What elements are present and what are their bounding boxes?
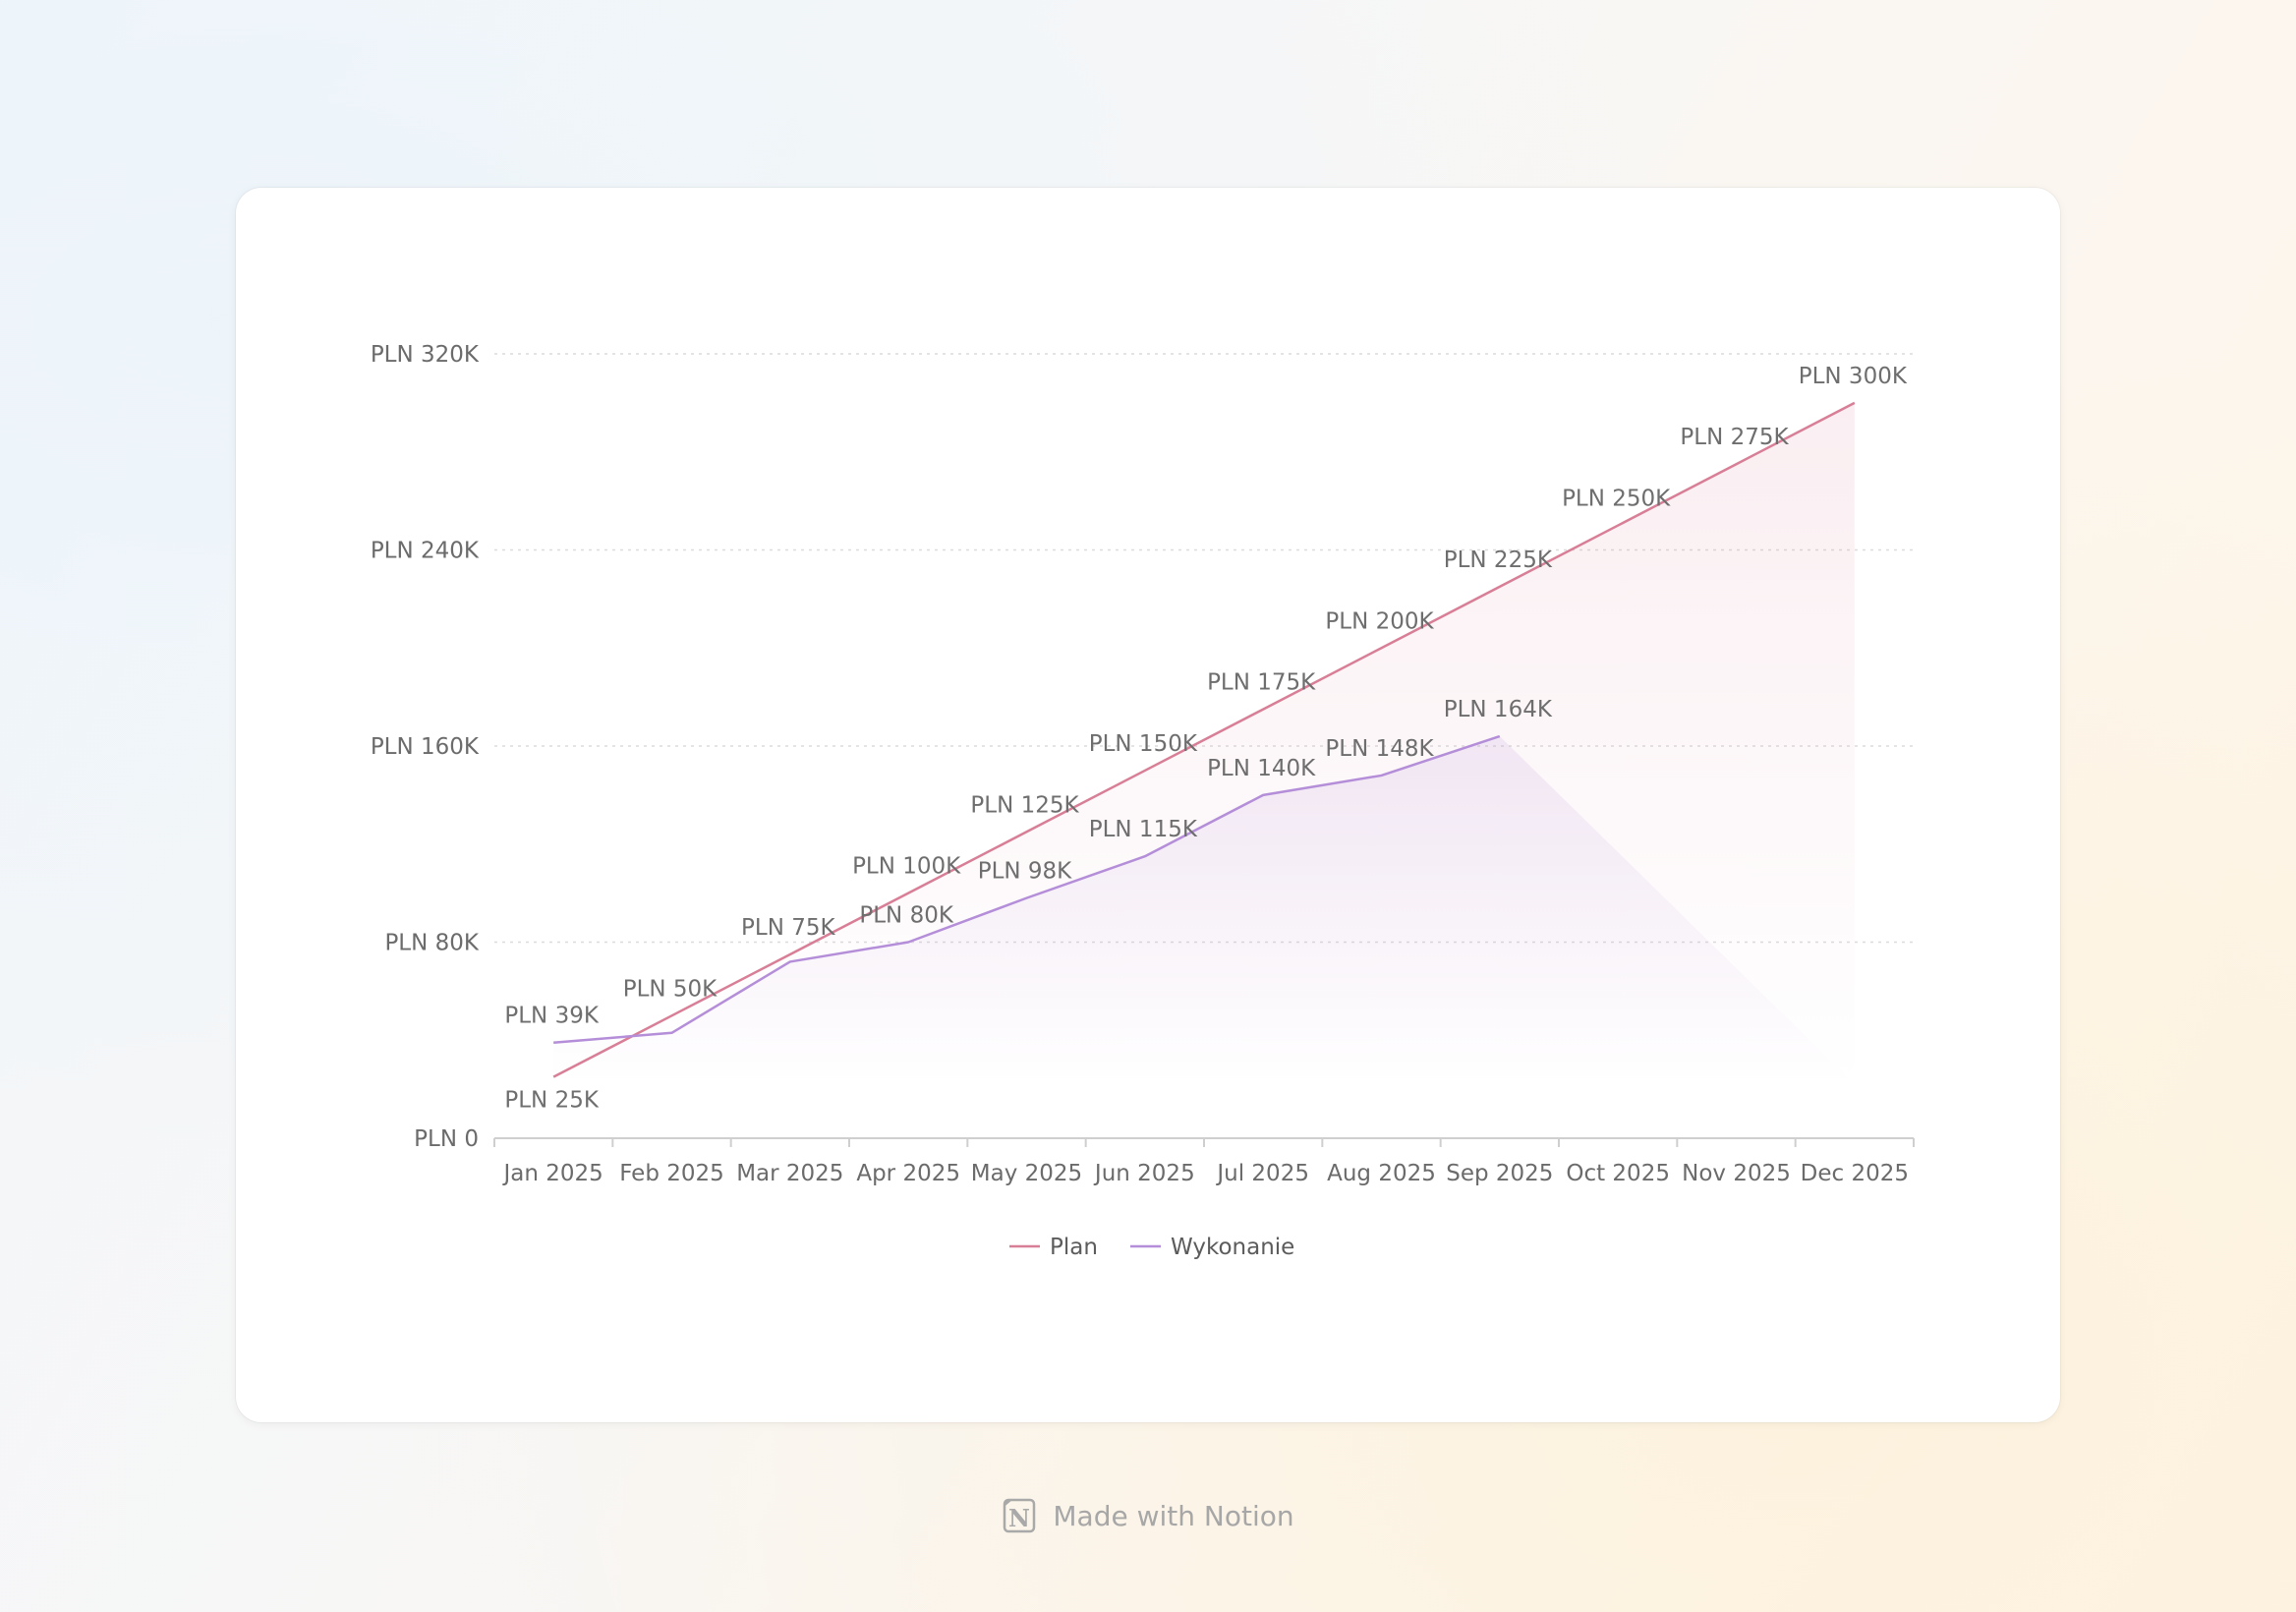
data-label: PLN 25K bbox=[504, 1088, 599, 1114]
x-tick-label: Oct 2025 bbox=[1566, 1161, 1670, 1186]
legend-label: Plan bbox=[1050, 1235, 1098, 1260]
data-label: PLN 75K bbox=[741, 915, 835, 941]
data-label: PLN 275K bbox=[1680, 425, 1789, 450]
data-label: PLN 148K bbox=[1325, 736, 1434, 762]
x-tick-label: Jul 2025 bbox=[1215, 1161, 1309, 1186]
data-label: PLN 300K bbox=[1799, 364, 1908, 389]
data-label: PLN 80K bbox=[859, 903, 953, 929]
data-label: PLN 200K bbox=[1325, 608, 1434, 634]
x-tick-label: Apr 2025 bbox=[856, 1161, 960, 1186]
x-tick-label: Feb 2025 bbox=[619, 1161, 724, 1186]
made-with-notion-footer[interactable]: N Made with Notion bbox=[0, 1494, 2296, 1537]
y-tick-label: PLN 80K bbox=[384, 931, 479, 956]
legend: Plan Wykonanie bbox=[1009, 1235, 1294, 1260]
data-label: PLN 250K bbox=[1562, 487, 1671, 512]
x-tick-label: Aug 2025 bbox=[1327, 1161, 1436, 1186]
y-tick-label: PLN 160K bbox=[371, 734, 480, 760]
plan-line bbox=[552, 401, 1856, 1078]
y-tick-label: PLN 240K bbox=[371, 539, 480, 564]
x-tick-label: Jan 2025 bbox=[502, 1161, 603, 1186]
data-label: PLN 98K bbox=[978, 859, 1072, 885]
chart-card: PLN 0 PLN 80K PLN 160K PLN 240K PLN 320K Jan … bbox=[236, 188, 2060, 1422]
data-label: PLN 39K bbox=[504, 1004, 599, 1029]
wykonanie-line bbox=[553, 734, 1501, 1044]
line-chart: PLN 0 PLN 80K PLN 160K PLN 240K PLN 320K Jan … bbox=[371, 342, 1915, 1260]
data-label: PLN 164K bbox=[1444, 697, 1553, 722]
data-label: PLN 125K bbox=[970, 792, 1079, 818]
data-label: PLN 150K bbox=[1089, 731, 1198, 757]
area-fills bbox=[553, 402, 1855, 1084]
x-tick-label: Dec 2025 bbox=[1801, 1161, 1909, 1186]
data-label: PLN 140K bbox=[1207, 756, 1316, 781]
footer-text: Made with Notion bbox=[1053, 1499, 1294, 1532]
data-label: PLN 175K bbox=[1207, 670, 1316, 696]
x-tick-label: Sep 2025 bbox=[1446, 1161, 1553, 1186]
legend-label: Wykonanie bbox=[1171, 1235, 1294, 1260]
x-tick-label: Nov 2025 bbox=[1682, 1161, 1791, 1186]
data-labels: PLN 25K PLN 50K PLN 75K PLN 100K PLN 125K PLN… bbox=[504, 364, 1907, 1114]
axes: PLN 0 PLN 80K PLN 160K PLN 240K PLN 320K Jan … bbox=[371, 342, 1915, 1186]
x-tick-label: May 2025 bbox=[971, 1161, 1082, 1186]
svg-text:N: N bbox=[1008, 1504, 1030, 1532]
notion-logo-icon: N bbox=[1002, 1497, 1039, 1534]
x-tick-label: Mar 2025 bbox=[736, 1161, 843, 1186]
x-tick-label: Jun 2025 bbox=[1093, 1161, 1195, 1186]
y-tick-label: PLN 320K bbox=[371, 342, 480, 368]
wykonanie-area bbox=[553, 736, 1855, 1084]
data-label: PLN 100K bbox=[852, 854, 961, 880]
data-label: PLN 50K bbox=[623, 976, 718, 1002]
y-tick-label: PLN 0 bbox=[414, 1126, 479, 1152]
data-label: PLN 225K bbox=[1444, 547, 1553, 573]
series-lines bbox=[552, 401, 1856, 1078]
data-label: PLN 115K bbox=[1089, 817, 1198, 842]
